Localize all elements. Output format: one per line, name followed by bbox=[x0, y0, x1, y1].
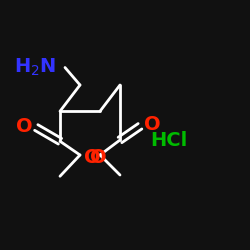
Text: O: O bbox=[84, 148, 100, 167]
Text: HCl: HCl bbox=[150, 130, 187, 150]
Text: H$_2$N: H$_2$N bbox=[14, 57, 56, 78]
Text: O: O bbox=[90, 148, 107, 167]
Text: O: O bbox=[16, 117, 32, 136]
Text: O: O bbox=[144, 116, 160, 134]
